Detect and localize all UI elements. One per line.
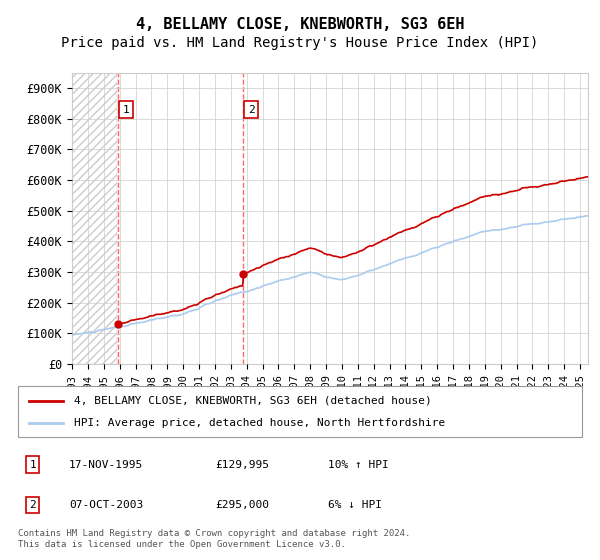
Text: 1: 1 [29, 460, 36, 470]
Text: 07-OCT-2003: 07-OCT-2003 [69, 500, 143, 510]
Text: Price paid vs. HM Land Registry's House Price Index (HPI): Price paid vs. HM Land Registry's House … [61, 36, 539, 50]
Text: HPI: Average price, detached house, North Hertfordshire: HPI: Average price, detached house, Nort… [74, 418, 446, 428]
Text: 2: 2 [248, 105, 254, 115]
Text: 17-NOV-1995: 17-NOV-1995 [69, 460, 143, 470]
Text: 6% ↓ HPI: 6% ↓ HPI [328, 500, 382, 510]
Text: Contains HM Land Registry data © Crown copyright and database right 2024.
This d: Contains HM Land Registry data © Crown c… [18, 529, 410, 549]
Text: £129,995: £129,995 [215, 460, 269, 470]
Text: 10% ↑ HPI: 10% ↑ HPI [328, 460, 389, 470]
Text: 4, BELLAMY CLOSE, KNEBWORTH, SG3 6EH (detached house): 4, BELLAMY CLOSE, KNEBWORTH, SG3 6EH (de… [74, 395, 432, 405]
FancyBboxPatch shape [18, 386, 582, 437]
Text: £295,000: £295,000 [215, 500, 269, 510]
Text: 4, BELLAMY CLOSE, KNEBWORTH, SG3 6EH: 4, BELLAMY CLOSE, KNEBWORTH, SG3 6EH [136, 17, 464, 32]
Text: 1: 1 [122, 105, 129, 115]
Text: 2: 2 [29, 500, 36, 510]
